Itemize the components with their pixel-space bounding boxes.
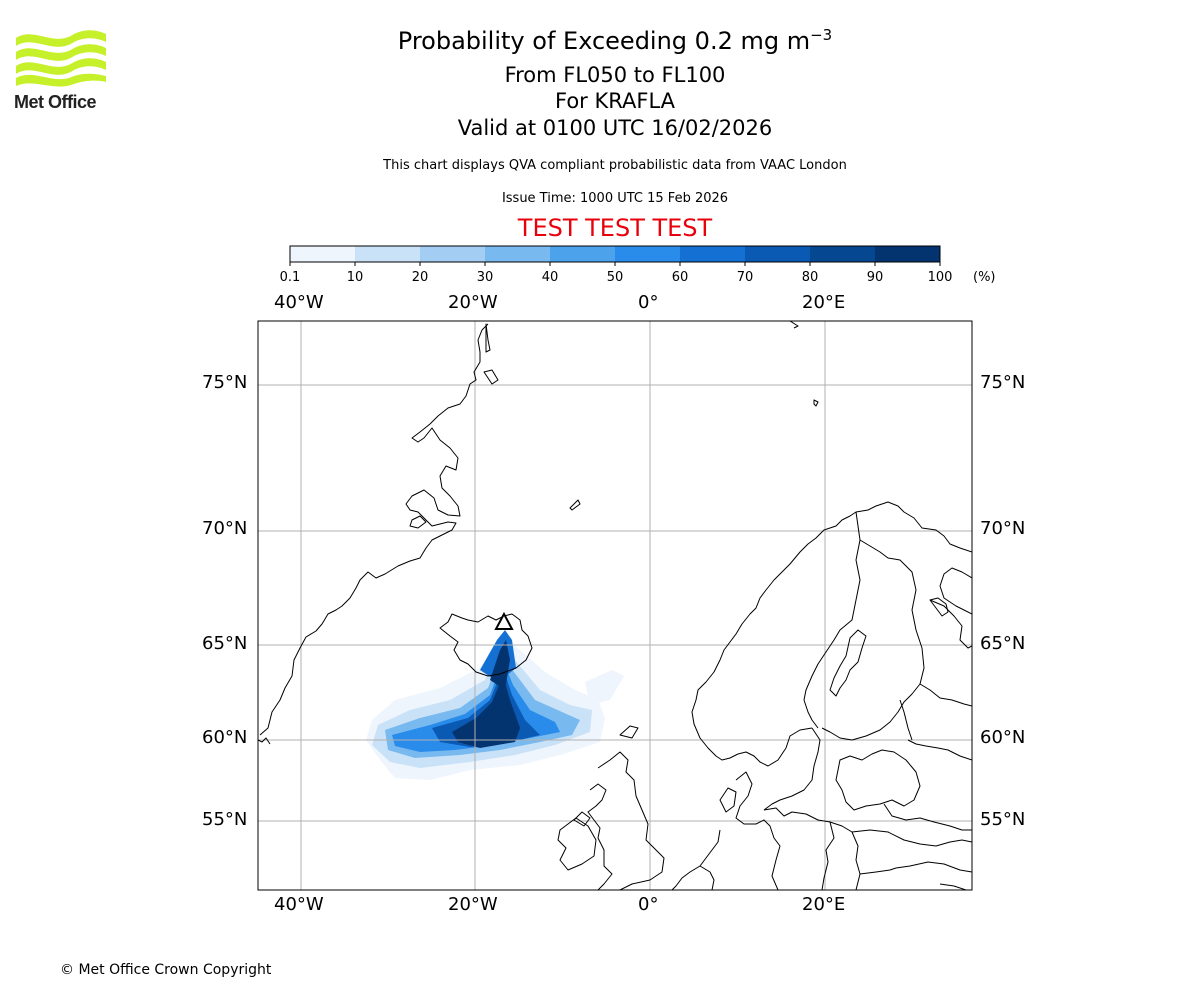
met-office-logo: Met Office	[14, 28, 110, 114]
colorbar-tick-label: 70	[736, 270, 754, 285]
lon-label-bottom-20e: 20°E	[802, 894, 846, 915]
colorbar-tick-label: 50	[606, 270, 624, 285]
lon-label-bottom-0: 0°	[638, 894, 659, 915]
issue-time: Issue Time: 1000 UTC 15 Feb 2026	[501, 191, 729, 206]
lat-label-right-70n: 70°N	[980, 518, 1026, 539]
colorbar-tick-label: 20	[411, 270, 429, 285]
coastlines	[258, 321, 972, 890]
lon-label-bottom-20w: 20°W	[448, 894, 498, 915]
colorbar-tick-label: 100	[927, 270, 953, 285]
lat-label-right-65n: 65°N	[980, 633, 1026, 654]
valid-time: Valid at 0100 UTC 16/02/2026	[457, 116, 773, 140]
colorbar-tick-label: 90	[866, 270, 884, 285]
lon-label-bottom-40w: 40°W	[274, 894, 324, 915]
volcano-name: For KRAFLA	[555, 89, 675, 113]
lat-label-left-70n: 70°N	[202, 518, 248, 539]
chart-title-text: Probability of Exceeding 0.2 mg m	[397, 27, 811, 55]
met-office-waves-icon	[16, 30, 106, 87]
chart-title-superscript: −3	[810, 26, 833, 44]
volcano-marker-icon	[494, 611, 514, 630]
lat-label-right-60n: 60°N	[980, 727, 1026, 748]
colorbar-tick-label: 0.1	[279, 270, 301, 285]
test-banner: TEST TEST TEST	[517, 214, 713, 242]
map-grid	[258, 321, 972, 890]
colorbar-tick-label: 10	[346, 270, 364, 285]
colorbar-unit: (%)	[973, 270, 996, 285]
met-office-logo-text: Met Office	[14, 92, 97, 112]
lat-label-left-55n: 55°N	[202, 809, 248, 830]
map-frame	[257, 320, 973, 891]
colorbar-tick-label: 80	[801, 270, 819, 285]
lat-label-left-65n: 65°N	[202, 633, 248, 654]
lon-label-top-20e: 20°E	[802, 292, 846, 313]
lat-label-right-55n: 55°N	[980, 809, 1026, 830]
lon-label-top-0: 0°	[638, 292, 659, 313]
lat-label-right-75n: 75°N	[980, 372, 1026, 393]
lat-label-left-75n: 75°N	[202, 372, 248, 393]
colorbar-tick-label: 30	[476, 270, 494, 285]
flight-levels: From FL050 to FL100	[504, 63, 726, 87]
ash-plume	[366, 630, 624, 780]
chart-description: This chart displays QVA compliant probab…	[383, 158, 847, 173]
colorbar-tick-label: 60	[671, 270, 689, 285]
chart-title: Probability of Exceeding 0.2 mg m−3	[0, 26, 1200, 55]
copyright-notice: © Met Office Crown Copyright	[60, 962, 272, 978]
lon-label-top-20w: 20°W	[448, 292, 498, 313]
lat-label-left-60n: 60°N	[202, 727, 248, 748]
lon-label-top-40w: 40°W	[274, 292, 324, 313]
colorbar-tick-label: 40	[541, 270, 559, 285]
